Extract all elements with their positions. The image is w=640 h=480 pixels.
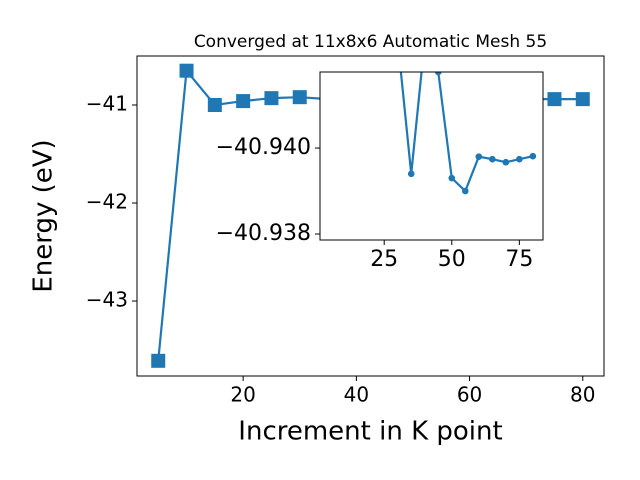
axes-frame: [136, 55, 605, 377]
marker: [434, 72, 442, 76]
x-axis-label: Increment in K point: [238, 417, 502, 447]
x-tick-label: 80: [570, 383, 595, 407]
marker: [475, 153, 483, 160]
plot-area: [320, 72, 543, 240]
marker: [448, 174, 456, 182]
marker: [575, 92, 590, 107]
marker: [407, 170, 415, 178]
y-tick-label: −40.938: [216, 221, 311, 246]
marker: [516, 155, 523, 163]
marker: [179, 63, 194, 78]
marker: [264, 91, 279, 106]
marker: [502, 158, 510, 166]
x-tick-label: 25: [370, 247, 398, 272]
y-tick-label: −41: [86, 92, 128, 116]
marker: [489, 155, 496, 163]
marker: [529, 152, 537, 160]
x-tick-label: 75: [505, 247, 533, 272]
x-tick-label: 50: [438, 247, 466, 272]
x-tick-label: 60: [457, 383, 482, 407]
marker: [207, 98, 222, 113]
plot-series: [399, 72, 537, 195]
marker: [236, 94, 251, 109]
chart-title: Converged at 11x8x6 Automatic Mesh 55: [194, 32, 547, 52]
x-tick-label: 40: [344, 383, 369, 407]
y-tick-label: −43: [86, 288, 128, 312]
marker: [461, 187, 469, 195]
marker: [292, 90, 307, 105]
y-tick-label: −42: [86, 190, 128, 214]
axes-frame: [319, 71, 544, 241]
marker: [151, 353, 166, 368]
y-axis-label: Energy (eV): [29, 139, 59, 292]
x-tick-label: 20: [230, 383, 255, 407]
marker: [547, 92, 562, 107]
y-tick-label: −40.940: [216, 135, 311, 160]
